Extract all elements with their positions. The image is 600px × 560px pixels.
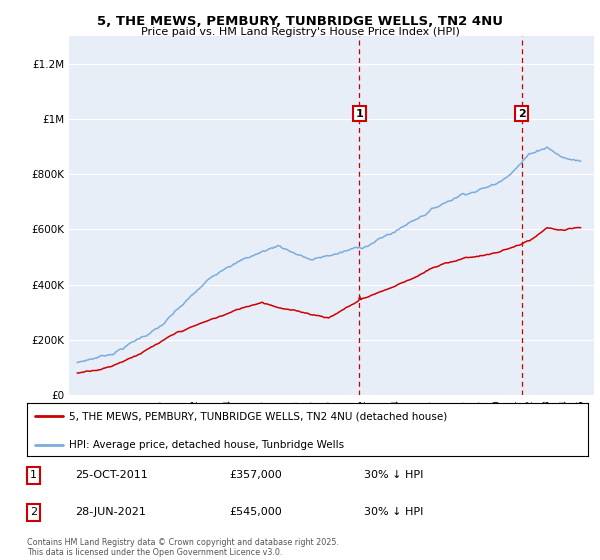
Text: 5, THE MEWS, PEMBURY, TUNBRIDGE WELLS, TN2 4NU (detached house): 5, THE MEWS, PEMBURY, TUNBRIDGE WELLS, T… <box>69 411 448 421</box>
Text: 5, THE MEWS, PEMBURY, TUNBRIDGE WELLS, TN2 4NU: 5, THE MEWS, PEMBURY, TUNBRIDGE WELLS, T… <box>97 15 503 27</box>
Text: 2: 2 <box>30 507 37 517</box>
Text: 30% ↓ HPI: 30% ↓ HPI <box>364 470 423 480</box>
Text: 1: 1 <box>355 109 363 119</box>
Text: £357,000: £357,000 <box>229 470 282 480</box>
Text: 1: 1 <box>30 470 37 480</box>
Text: 25-OCT-2011: 25-OCT-2011 <box>74 470 148 480</box>
Text: 30% ↓ HPI: 30% ↓ HPI <box>364 507 423 517</box>
Text: Price paid vs. HM Land Registry's House Price Index (HPI): Price paid vs. HM Land Registry's House … <box>140 27 460 37</box>
Text: 28-JUN-2021: 28-JUN-2021 <box>74 507 146 517</box>
Text: HPI: Average price, detached house, Tunbridge Wells: HPI: Average price, detached house, Tunb… <box>69 440 344 450</box>
Text: 2: 2 <box>518 109 526 119</box>
Text: Contains HM Land Registry data © Crown copyright and database right 2025.
This d: Contains HM Land Registry data © Crown c… <box>27 538 339 557</box>
Text: £545,000: £545,000 <box>229 507 282 517</box>
